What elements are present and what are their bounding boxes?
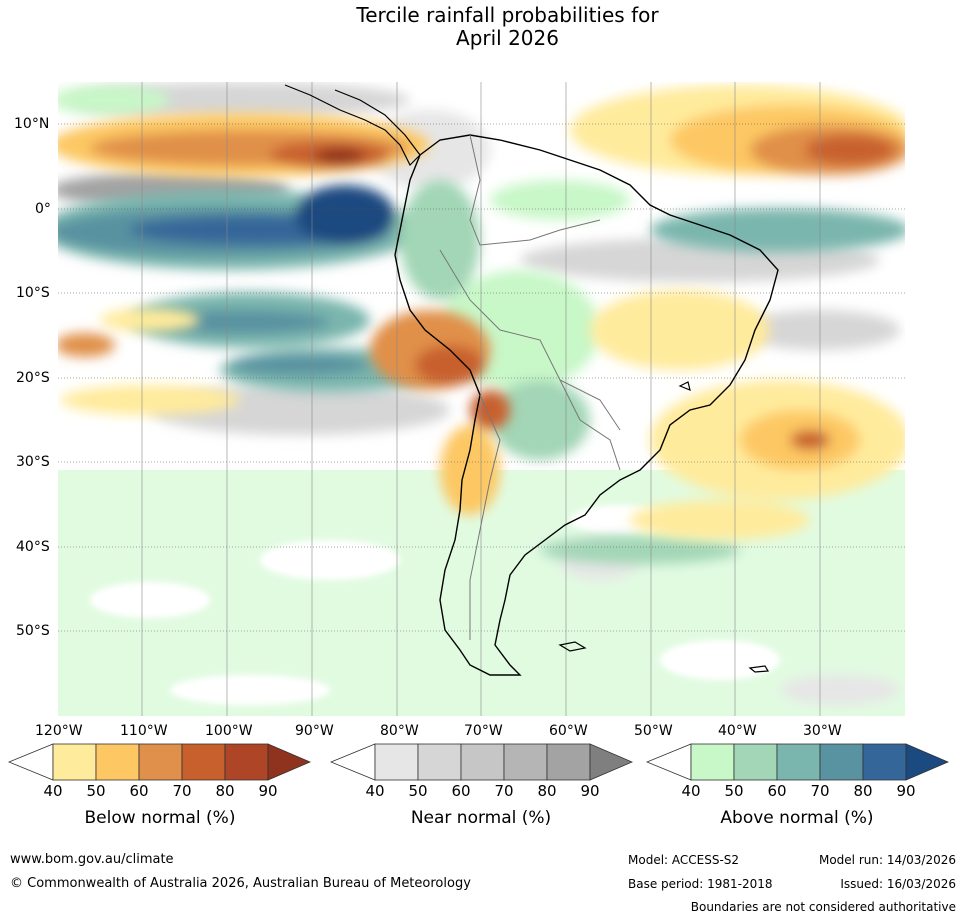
lon-label-90w: 90°W <box>295 723 334 739</box>
below-cb-6 <box>267 743 312 781</box>
near-cb-1 <box>374 743 419 781</box>
near-tick-40: 40 <box>365 782 385 800</box>
below-tick-80: 80 <box>215 782 235 800</box>
near-cb-5 <box>546 743 591 781</box>
country-borders <box>439 134 621 640</box>
near-cb-2 <box>417 743 462 781</box>
below-tick-50: 50 <box>86 782 106 800</box>
lon-label-70w: 70°W <box>464 723 503 739</box>
lat-label-40s: 40°S <box>16 539 50 555</box>
lat-label-0: 0° <box>35 201 51 217</box>
near-cb-6 <box>589 743 634 781</box>
above-tick-40: 40 <box>681 782 701 800</box>
lon-label-120w: 120°W <box>35 723 83 739</box>
above-cb-0 <box>646 743 692 781</box>
lat-label-50s: 50°S <box>16 623 50 639</box>
below-cb-0 <box>8 743 54 781</box>
lon-label-30w: 30°W <box>803 723 842 739</box>
below-tick-70: 70 <box>172 782 192 800</box>
below-tick-40: 40 <box>43 782 63 800</box>
meridians <box>141 82 821 716</box>
below-cb-1 <box>52 743 97 781</box>
graticule <box>58 123 905 632</box>
rainfall-probability-map <box>58 82 905 716</box>
lat-label-10s: 10°S <box>16 285 50 301</box>
title-line-2: April 2026 <box>456 26 559 50</box>
near-tick-60: 60 <box>451 782 471 800</box>
near-tick-90: 90 <box>580 782 600 800</box>
south-america-coastline <box>394 134 779 676</box>
near-normal-colorbar <box>330 743 634 781</box>
above-tick-70: 70 <box>810 782 830 800</box>
near-cb-0 <box>330 743 376 781</box>
below-tick-60: 60 <box>129 782 149 800</box>
above-cb-6 <box>905 743 950 781</box>
above-cb-2 <box>733 743 778 781</box>
title-line-1: Tercile rainfall probabilities for <box>356 3 659 27</box>
near-normal-label: Near normal (%) <box>410 808 552 828</box>
below-normal-colorbar <box>8 743 312 781</box>
islands <box>558 381 770 673</box>
issued-text: Issued: 16/03/2026 <box>840 877 956 891</box>
above-normal-label: Above normal (%) <box>720 808 874 828</box>
lon-label-100w: 100°W <box>205 723 253 739</box>
above-cb-1 <box>690 743 735 781</box>
copyright-text: © Commonwealth of Australia 2026, Austra… <box>10 876 471 891</box>
above-cb-4 <box>819 743 864 781</box>
lon-label-60w: 60°W <box>549 723 588 739</box>
above-cb-5 <box>862 743 907 781</box>
near-tick-80: 80 <box>537 782 557 800</box>
below-cb-4 <box>181 743 226 781</box>
central-america-coastline <box>284 84 421 167</box>
below-cb-3 <box>138 743 183 781</box>
above-normal-colorbar <box>646 743 950 781</box>
below-normal-label: Below normal (%) <box>84 808 236 828</box>
above-tick-80: 80 <box>853 782 873 800</box>
near-cb-3 <box>460 743 505 781</box>
below-tick-90: 90 <box>258 782 278 800</box>
lon-label-110w: 110°W <box>120 723 168 739</box>
probability-field <box>58 82 905 716</box>
near-cb-4 <box>503 743 548 781</box>
model-text: Model: ACCESS-S2 <box>628 853 740 867</box>
lon-label-40w: 40°W <box>718 723 757 739</box>
model-run-text: Model run: 14/03/2026 <box>818 853 956 867</box>
below-cb-2 <box>95 743 140 781</box>
above-tick-60: 60 <box>767 782 787 800</box>
above-tick-50: 50 <box>724 782 744 800</box>
near-tick-50: 50 <box>408 782 428 800</box>
lat-label-20s: 20°S <box>16 370 50 386</box>
lat-label-30s: 30°S <box>16 454 50 470</box>
base-period-text: Base period: 1981-2018 <box>628 877 773 891</box>
lon-label-50w: 50°W <box>634 723 673 739</box>
above-normal-band <box>58 85 905 564</box>
above-tick-90: 90 <box>896 782 916 800</box>
below-normal-patches <box>58 85 905 540</box>
website-link[interactable]: www.bom.gov.au/climate <box>10 852 174 867</box>
lat-label-10n: 10°N <box>14 116 50 132</box>
disclaimer-text: Boundaries are not considered authoritat… <box>690 900 956 914</box>
lon-label-80w: 80°W <box>380 723 419 739</box>
near-tick-70: 70 <box>494 782 514 800</box>
chart-title: Tercile rainfall probabilities for April… <box>0 4 965 50</box>
below-cb-5 <box>224 743 269 781</box>
above-cb-3 <box>776 743 821 781</box>
